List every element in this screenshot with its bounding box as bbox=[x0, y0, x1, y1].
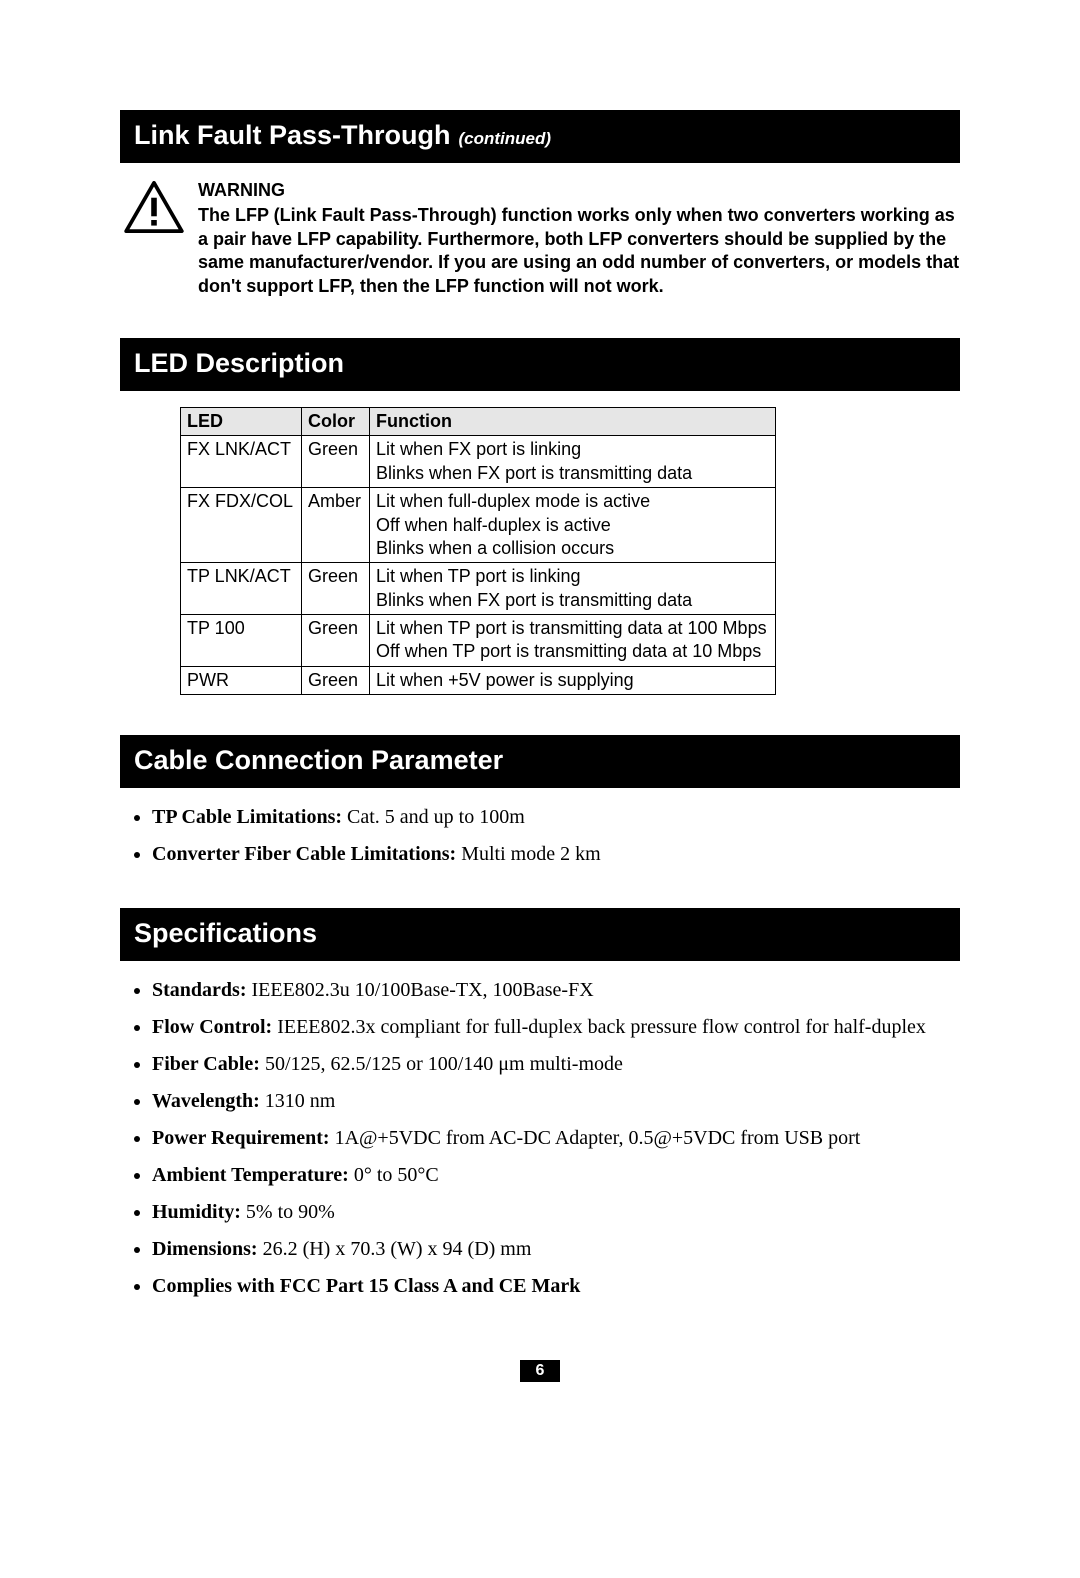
bullet-label: Dimensions: bbox=[152, 1238, 258, 1260]
bullet-label: TP Cable Limitations: bbox=[152, 806, 342, 828]
bullet-value: 5% to 90% bbox=[241, 1201, 335, 1223]
table-row: FX LNK/ACTGreenLit when FX port is linki… bbox=[181, 436, 776, 488]
warning-body: The LFP (Link Fault Pass-Through) functi… bbox=[198, 204, 960, 298]
table-row: FX FDX/COLAmberLit when full-duplex mode… bbox=[181, 488, 776, 563]
warning-heading: WARNING bbox=[198, 179, 960, 202]
table-row: TP 100GreenLit when TP port is transmitt… bbox=[181, 615, 776, 667]
table-cell: Lit when TP port is transmitting data at… bbox=[370, 615, 776, 667]
section-title: LED Description bbox=[134, 348, 344, 379]
bullet-value: 50/125, 62.5/125 or 100/140 μm multi-mod… bbox=[260, 1053, 623, 1075]
bullet-label: Converter Fiber Cable Limitations: bbox=[152, 843, 456, 865]
bullet-label: Ambient Temperature: bbox=[152, 1164, 349, 1186]
table-cell: FX FDX/COL bbox=[181, 488, 302, 563]
table-cell: Green bbox=[302, 615, 370, 667]
bullet-label: Power Requirement: bbox=[152, 1127, 330, 1149]
list-item: Dimensions: 26.2 (H) x 70.3 (W) x 94 (D)… bbox=[152, 1236, 960, 1263]
bullet-label: Wavelength: bbox=[152, 1090, 260, 1112]
bullet-label: Humidity: bbox=[152, 1201, 241, 1223]
list-item: Ambient Temperature: 0° to 50°C bbox=[152, 1162, 960, 1189]
table-row: PWRGreenLit when +5V power is supplying bbox=[181, 666, 776, 694]
bullet-value: IEEE802.3u 10/100Base-TX, 100Base-FX bbox=[246, 979, 593, 1001]
bullet-label: Flow Control: bbox=[152, 1016, 272, 1038]
list-item: TP Cable Limitations: Cat. 5 and up to 1… bbox=[152, 804, 960, 831]
bullet-value: 26.2 (H) x 70.3 (W) x 94 (D) mm bbox=[258, 1238, 532, 1260]
table-cell: TP 100 bbox=[181, 615, 302, 667]
list-item: Fiber Cable: 50/125, 62.5/125 or 100/140… bbox=[152, 1051, 960, 1078]
led-table: LED Color Function FX LNK/ACTGreenLit wh… bbox=[180, 407, 776, 695]
cable-bullets: TP Cable Limitations: Cat. 5 and up to 1… bbox=[120, 804, 960, 868]
list-item: Converter Fiber Cable Limitations: Multi… bbox=[152, 841, 960, 868]
table-header-row: LED Color Function bbox=[181, 407, 776, 435]
bullet-value: 1310 nm bbox=[260, 1090, 336, 1112]
list-item: Flow Control: IEEE802.3x compliant for f… bbox=[152, 1014, 960, 1041]
table-cell: TP LNK/ACT bbox=[181, 563, 302, 615]
bullet-value: IEEE802.3x compliant for full-duplex bac… bbox=[272, 1016, 926, 1038]
bullet-value: Cat. 5 and up to 100m bbox=[342, 806, 525, 828]
table-cell: Green bbox=[302, 563, 370, 615]
table-row: TP LNK/ACTGreenLit when TP port is linki… bbox=[181, 563, 776, 615]
list-item: Standards: IEEE802.3u 10/100Base-TX, 100… bbox=[152, 977, 960, 1004]
section-title: Cable Connection Parameter bbox=[134, 745, 503, 776]
col-function: Function bbox=[370, 407, 776, 435]
section-header-led: LED Description bbox=[120, 338, 960, 391]
bullet-label: Standards: bbox=[152, 979, 246, 1001]
list-item: Power Requirement: 1A@+5VDC from AC-DC A… bbox=[152, 1125, 960, 1152]
section-header-cable: Cable Connection Parameter bbox=[120, 735, 960, 788]
table-cell: Green bbox=[302, 666, 370, 694]
table-cell: Lit when TP port is linkingBlinks when F… bbox=[370, 563, 776, 615]
table-cell: Lit when FX port is linkingBlinks when F… bbox=[370, 436, 776, 488]
col-color: Color bbox=[302, 407, 370, 435]
warning-text: WARNING The LFP (Link Fault Pass-Through… bbox=[198, 179, 960, 298]
col-led: LED bbox=[181, 407, 302, 435]
section-title: Specifications bbox=[134, 918, 317, 949]
page-number: 6 bbox=[520, 1360, 561, 1382]
bullet-value: Multi mode 2 km bbox=[456, 843, 600, 865]
bullet-label: Fiber Cable: bbox=[152, 1053, 260, 1075]
table-cell: Amber bbox=[302, 488, 370, 563]
table-cell: Lit when full-duplex mode is activeOff w… bbox=[370, 488, 776, 563]
page-number-wrap: 6 bbox=[120, 1360, 960, 1382]
section-title: Link Fault Pass-Through bbox=[134, 120, 451, 151]
section-header-lfp: Link Fault Pass-Through (continued) bbox=[120, 110, 960, 163]
list-item: Wavelength: 1310 nm bbox=[152, 1088, 960, 1115]
table-cell: FX LNK/ACT bbox=[181, 436, 302, 488]
bullet-value: 0° to 50°C bbox=[349, 1164, 439, 1186]
bullet-label: Complies with FCC Part 15 Class A and CE… bbox=[152, 1275, 580, 1297]
section-subtitle: (continued) bbox=[459, 129, 552, 149]
table-cell: Lit when +5V power is supplying bbox=[370, 666, 776, 694]
list-item: Complies with FCC Part 15 Class A and CE… bbox=[152, 1273, 960, 1300]
bullet-value: 1A@+5VDC from AC-DC Adapter, 0.5@+5VDC f… bbox=[330, 1127, 861, 1149]
spec-bullets: Standards: IEEE802.3u 10/100Base-TX, 100… bbox=[120, 977, 960, 1300]
table-cell: PWR bbox=[181, 666, 302, 694]
list-item: Humidity: 5% to 90% bbox=[152, 1199, 960, 1226]
table-cell: Green bbox=[302, 436, 370, 488]
section-header-specs: Specifications bbox=[120, 908, 960, 961]
warning-block: WARNING The LFP (Link Fault Pass-Through… bbox=[120, 179, 960, 298]
warning-icon bbox=[124, 181, 184, 233]
